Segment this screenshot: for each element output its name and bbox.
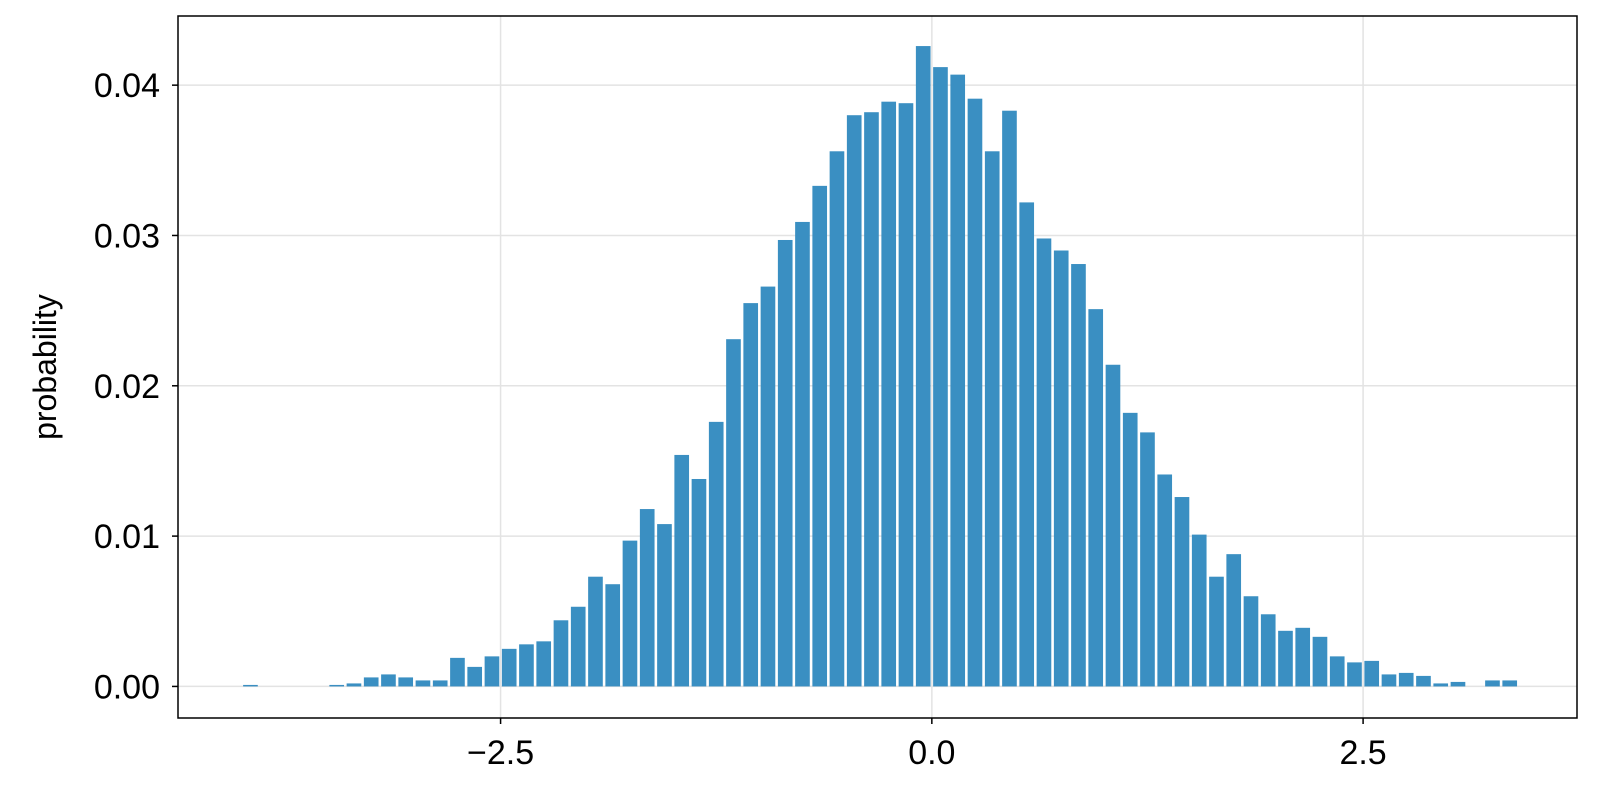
histogram-bar — [1105, 364, 1121, 687]
y-axis: 0.00 0.01 0.02 0.03 0.04 — [94, 67, 178, 706]
histogram-bar — [1312, 636, 1328, 687]
histogram-bar — [398, 677, 414, 687]
histogram-bar — [467, 666, 483, 687]
histogram-bar — [915, 46, 931, 687]
histogram-bar — [829, 151, 845, 687]
histogram-bar — [1209, 576, 1224, 687]
histogram-bar — [1036, 238, 1052, 687]
y-tick-label: 0.02 — [94, 368, 160, 406]
y-tick-label: 0.00 — [94, 668, 160, 706]
histogram-bar — [864, 112, 879, 687]
histogram-bar — [1295, 627, 1311, 687]
y-tick-label: 0.01 — [94, 518, 160, 556]
x-tick-label: −2.5 — [467, 734, 534, 772]
histogram-bar — [674, 454, 690, 687]
histogram-bar — [1019, 202, 1035, 687]
histogram-bar — [950, 74, 966, 687]
histogram-bar — [1502, 680, 1518, 687]
histogram-bar — [329, 684, 345, 687]
histogram-bar — [639, 509, 655, 687]
histogram-bar — [1329, 656, 1345, 687]
y-axis-label: probability — [27, 294, 63, 440]
histogram-bar — [1278, 630, 1293, 687]
histogram-bar — [1243, 596, 1259, 687]
x-tick-label: 0.0 — [908, 734, 955, 772]
histogram-bar — [1398, 672, 1414, 687]
histogram-bar — [1485, 680, 1500, 687]
histogram-bar — [1381, 674, 1397, 687]
histogram-bar — [708, 421, 724, 687]
histogram-bar — [743, 303, 759, 687]
histogram-bar — [553, 620, 569, 687]
histogram-bar — [346, 683, 362, 687]
plot-frame — [177, 15, 1578, 719]
histogram-bar — [1416, 675, 1431, 687]
histogram-bar — [450, 657, 465, 687]
histogram-bar — [570, 606, 586, 687]
histogram-bar — [1157, 474, 1173, 687]
histogram-bar — [846, 115, 862, 687]
histogram-bar — [1433, 683, 1449, 687]
histogram-bar — [691, 478, 707, 687]
histogram-bar — [381, 674, 396, 687]
y-tick-label: 0.04 — [94, 67, 160, 105]
histogram-bar — [795, 221, 810, 687]
histogram-bar — [1088, 309, 1104, 687]
histogram-bar — [536, 641, 552, 687]
histogram-bar — [1053, 250, 1069, 687]
histogram-bar — [1122, 412, 1138, 687]
histogram-bar — [519, 644, 534, 687]
histogram-bar — [657, 524, 672, 687]
histogram-bar — [1260, 614, 1276, 687]
histogram-bar — [1191, 534, 1207, 687]
histogram-bar — [898, 103, 914, 687]
histogram-bar — [501, 648, 517, 687]
histogram-bar — [1364, 660, 1380, 687]
histogram-bar — [1226, 554, 1242, 687]
histogram-bar — [881, 101, 897, 687]
histogram-bar — [726, 339, 741, 687]
histogram-bar — [363, 677, 379, 687]
histogram-bar — [1140, 432, 1155, 687]
histogram-bar — [967, 98, 983, 687]
histogram-bar — [1071, 264, 1086, 687]
histogram-bar — [933, 67, 948, 687]
histogram-bar — [243, 684, 258, 687]
histogram-bar — [605, 584, 621, 687]
histogram-bar — [777, 239, 793, 687]
x-tick-label: 2.5 — [1339, 734, 1386, 772]
bars — [243, 46, 1518, 687]
histogram-bar — [588, 576, 603, 687]
histogram-bar — [415, 680, 431, 687]
histogram-bar — [984, 151, 1000, 687]
histogram-bar — [484, 656, 500, 687]
histogram-bar — [622, 540, 638, 687]
histogram-bar — [1347, 662, 1362, 687]
histogram-bar — [812, 185, 828, 687]
histogram-bar — [1002, 110, 1017, 687]
histogram-bar — [1174, 497, 1190, 687]
y-tick-label: 0.03 — [94, 217, 160, 255]
histogram-bar — [760, 286, 776, 687]
histogram-bar — [1450, 681, 1466, 687]
histogram-bar — [432, 680, 448, 687]
x-axis: −2.5 0.0 2.5 — [467, 718, 1387, 772]
